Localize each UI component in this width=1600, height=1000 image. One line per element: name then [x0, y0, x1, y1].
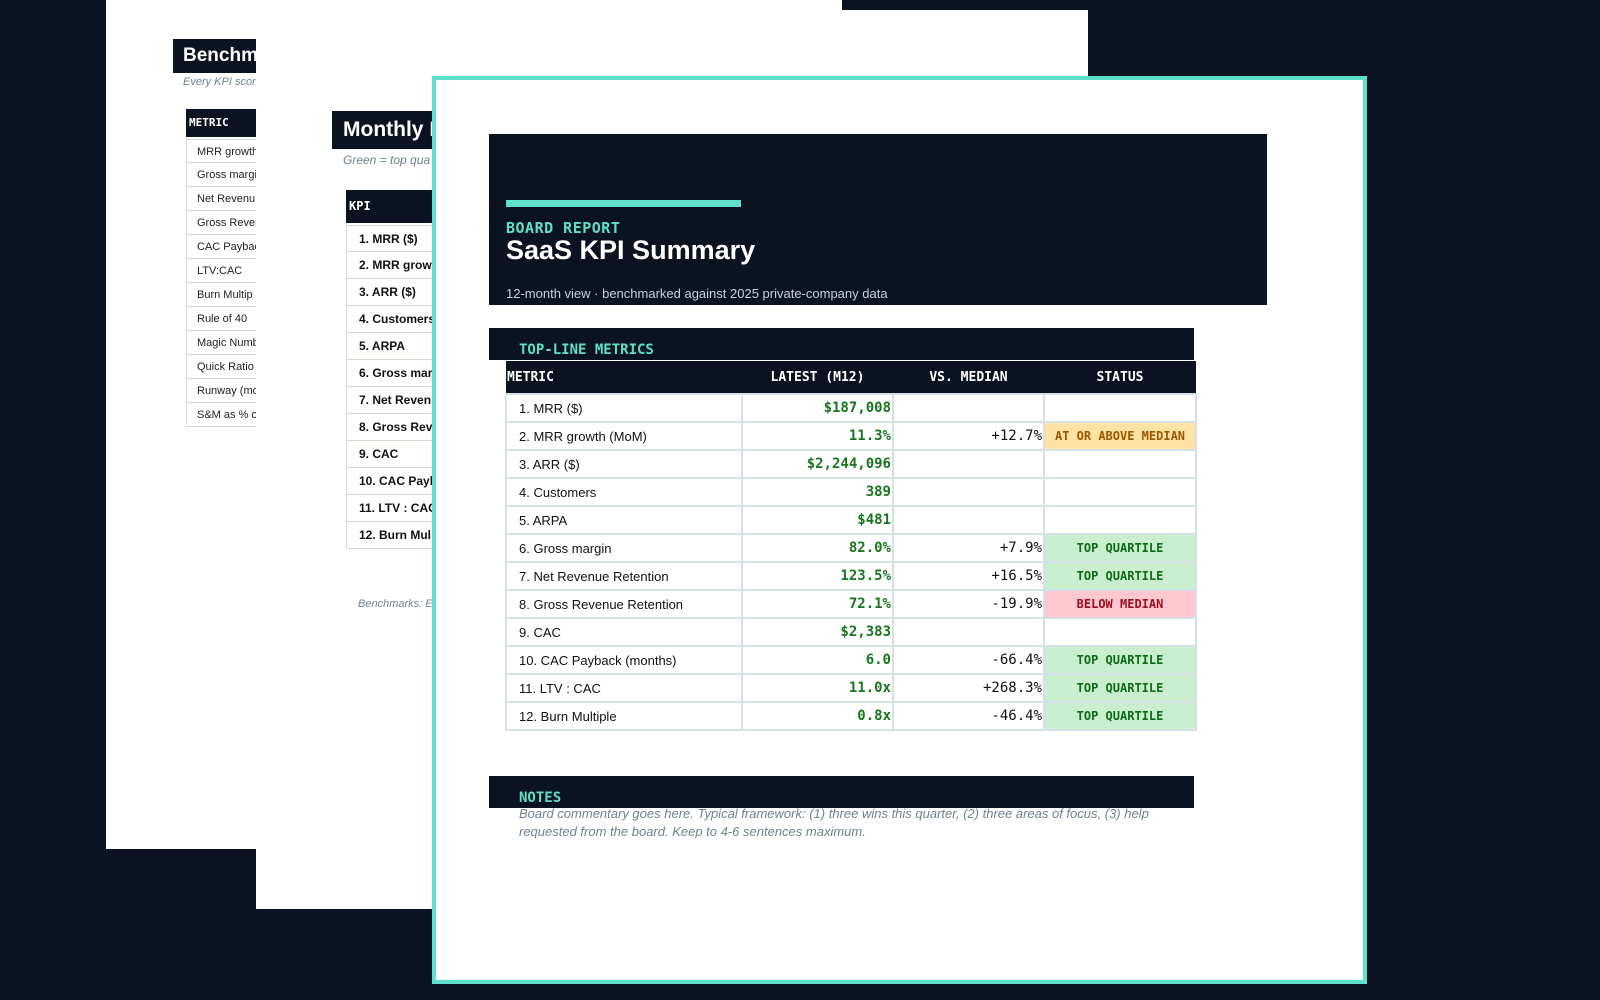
report-eyebrow: BOARD REPORT	[506, 219, 621, 237]
kpi-vs-median-cell	[892, 393, 1045, 423]
kpi-vs-median-cell: +268.3%	[892, 673, 1045, 703]
kpi-metric-cell: 6. Gross margin	[505, 533, 743, 563]
kpi-metric-cell: 10. CAC Payback (months)	[505, 645, 743, 675]
accent-bar	[506, 200, 741, 207]
kpi-vs-median-cell	[892, 505, 1045, 535]
kpi-latest-cell: $2,383	[741, 617, 894, 647]
kpi-metric-cell: 5. ARPA	[505, 505, 743, 535]
benchmark-sheet-subtitle: Every KPI score	[183, 76, 262, 88]
kpi-latest-cell: $481	[741, 505, 894, 535]
kpi-table-row: 10. CAC Payback (months) 6.0 -66.4% TOP QUA…	[505, 645, 1197, 675]
kpi-table-row: 12. Burn Multiple 0.8x -46.4% TOP QUARTILE	[505, 701, 1197, 731]
kpi-table-row: 11. LTV : CAC 11.0x +268.3% TOP QUARTILE	[505, 673, 1197, 703]
monthly-sheet-subtitle: Green = top qua	[343, 153, 431, 167]
kpi-table-row: 2. MRR growth (MoM) 11.3% +12.7% AT OR ABOV…	[505, 421, 1197, 451]
report-subtitle: 12-month view · benchmarked against 2025…	[506, 286, 888, 301]
kpi-table-row: 8. Gross Revenue Retention 72.1% -19.9% BEL…	[505, 589, 1197, 619]
kpi-metric-cell: 1. MRR ($)	[505, 393, 743, 423]
kpi-metric-cell: 7. Net Revenue Retention	[505, 561, 743, 591]
column-header-latest: LATEST (M12)	[742, 361, 893, 394]
section-top-line-metrics: TOP-LINE METRICS	[489, 328, 1194, 360]
kpi-table-row: 1. MRR ($) $187,008	[505, 393, 1197, 423]
kpi-vs-median-cell: -66.4%	[892, 645, 1045, 675]
kpi-latest-cell: $187,008	[741, 393, 894, 423]
kpi-status-badge	[1043, 449, 1197, 479]
kpi-metric-cell: 8. Gross Revenue Retention	[505, 589, 743, 619]
kpi-status-badge	[1043, 505, 1197, 535]
kpi-latest-cell: 123.5%	[741, 561, 894, 591]
kpi-latest-cell: 11.0x	[741, 673, 894, 703]
kpi-latest-cell: 389	[741, 477, 894, 507]
kpi-metric-cell: 9. CAC	[505, 617, 743, 647]
kpi-metric-cell: 3. ARR ($)	[505, 449, 743, 479]
kpi-status-badge: TOP QUARTILE	[1043, 533, 1197, 563]
column-header-status: STATUS	[1044, 361, 1196, 394]
kpi-table-row: 7. Net Revenue Retention 123.5% +16.5% TOP …	[505, 561, 1197, 591]
kpi-table-row: 9. CAC $2,383	[505, 617, 1197, 647]
kpi-latest-cell: $2,244,096	[741, 449, 894, 479]
kpi-vs-median-cell	[892, 449, 1045, 479]
section-notes: NOTES	[489, 776, 1194, 808]
kpi-table-row: 5. ARPA $481	[505, 505, 1197, 535]
kpi-vs-median-cell: +7.9%	[892, 533, 1045, 563]
kpi-metric-cell: 2. MRR growth (MoM)	[505, 421, 743, 451]
kpi-vs-median-cell	[892, 477, 1045, 507]
kpi-status-badge: BELOW MEDIAN	[1043, 589, 1197, 619]
kpi-vs-median-cell: +12.7%	[892, 421, 1045, 451]
kpi-metric-cell: 4. Customers	[505, 477, 743, 507]
column-header-vs-median: VS. MEDIAN	[893, 361, 1044, 394]
kpi-table-row: 6. Gross margin 82.0% +7.9% TOP QUARTILE	[505, 533, 1197, 563]
kpi-vs-median-cell: -19.9%	[892, 589, 1045, 619]
report-header: BOARD REPORT SaaS KPI Summary 12-month v…	[489, 134, 1267, 305]
kpi-status-badge	[1043, 477, 1197, 507]
kpi-table-header-row: METRIC LATEST (M12) VS. MEDIAN STATUS	[506, 361, 1196, 394]
kpi-latest-cell: 0.8x	[741, 701, 894, 731]
monthly-sheet-footnote: Benchmarks: E	[358, 598, 433, 610]
kpi-table-row: 4. Customers 389	[505, 477, 1197, 507]
kpi-table-row: 3. ARR ($) $2,244,096	[505, 449, 1197, 479]
kpi-status-badge: TOP QUARTILE	[1043, 645, 1197, 675]
board-report-sheet[interactable]: BOARD REPORT SaaS KPI Summary 12-month v…	[432, 76, 1367, 984]
kpi-vs-median-cell: -46.4%	[892, 701, 1045, 731]
kpi-status-badge: TOP QUARTILE	[1043, 561, 1197, 591]
kpi-vs-median-cell	[892, 617, 1045, 647]
kpi-latest-cell: 6.0	[741, 645, 894, 675]
kpi-latest-cell: 82.0%	[741, 533, 894, 563]
kpi-table: METRIC LATEST (M12) VS. MEDIAN STATUS 1.…	[505, 361, 1197, 731]
kpi-metric-cell: 11. LTV : CAC	[505, 673, 743, 703]
kpi-status-badge: AT OR ABOVE MEDIAN	[1043, 421, 1197, 451]
column-header-metric: METRIC	[506, 361, 742, 394]
notes-text: Board commentary goes here. Typical fram…	[519, 806, 1149, 839]
kpi-latest-cell: 11.3%	[741, 421, 894, 451]
kpi-metric-cell: 12. Burn Multiple	[505, 701, 743, 731]
kpi-status-badge	[1043, 393, 1197, 423]
kpi-status-badge: TOP QUARTILE	[1043, 673, 1197, 703]
kpi-latest-cell: 72.1%	[741, 589, 894, 619]
kpi-status-badge: TOP QUARTILE	[1043, 701, 1197, 731]
kpi-vs-median-cell: +16.5%	[892, 561, 1045, 591]
report-title: SaaS KPI Summary	[506, 235, 756, 265]
kpi-status-badge	[1043, 617, 1197, 647]
